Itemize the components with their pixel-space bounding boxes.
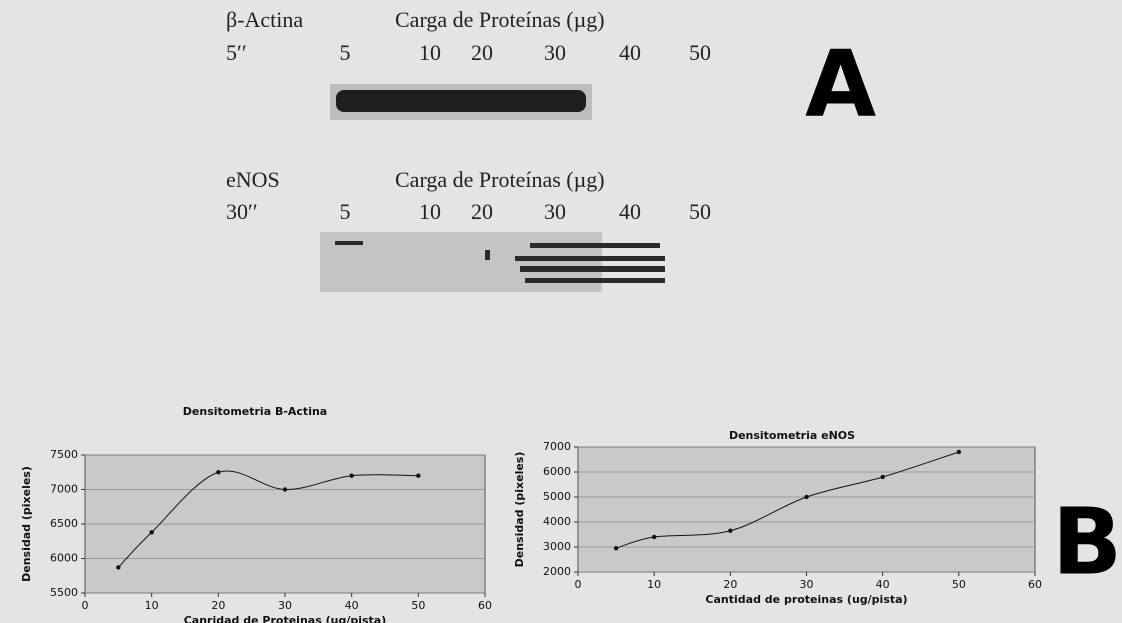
- data-point: [349, 473, 354, 478]
- x-tick-label: 50: [411, 599, 425, 612]
- x-tick-label: 50: [952, 578, 966, 591]
- panel-letter: A: [805, 30, 876, 137]
- y-tick-label: 7000: [543, 440, 571, 453]
- y-tick-label: 7000: [50, 483, 78, 496]
- lane-label: 30: [544, 40, 566, 65]
- y-tick-label: 6500: [50, 517, 78, 530]
- blot-label: β-Actina: [226, 7, 303, 32]
- y-tick-label: 6000: [543, 465, 571, 478]
- lane-label: 20: [471, 199, 493, 224]
- lane-label: 5: [340, 40, 351, 65]
- data-point: [149, 530, 154, 535]
- blot-heading: Carga de Proteínas (µg): [395, 7, 605, 32]
- x-axis-label: Canridad de Proteinas (ug/pista): [184, 614, 387, 623]
- data-point: [880, 474, 885, 480]
- x-tick-label: 40: [345, 599, 359, 612]
- lane-label: 10: [419, 40, 441, 65]
- x-tick-label: 10: [647, 578, 661, 591]
- x-tick-label: 0: [82, 599, 89, 612]
- y-tick-label: 5000: [543, 490, 571, 503]
- x-tick-label: 30: [278, 599, 292, 612]
- chart-title: Densitometria B-Actina: [183, 405, 327, 418]
- plot-area: [577, 446, 1036, 573]
- x-tick-label: 0: [575, 578, 582, 591]
- data-point: [613, 546, 619, 551]
- lane-label: 40: [619, 199, 641, 224]
- y-tick-label: 2000: [543, 565, 571, 578]
- lane-label: 10: [419, 199, 441, 224]
- data-point: [728, 528, 733, 533]
- x-axis-label: Cantidad de proteinas (ug/pista): [705, 593, 907, 606]
- blot-time: 5′′: [226, 40, 247, 65]
- panel-letter: B: [1052, 488, 1122, 595]
- x-tick-label: 20: [211, 599, 225, 612]
- y-tick-label: 3000: [543, 540, 571, 553]
- blot-time: 30′′: [226, 199, 258, 224]
- blot-band: [336, 90, 586, 112]
- data-point: [416, 473, 421, 478]
- lane-label: 5: [340, 199, 351, 224]
- y-tick-label: 7500: [50, 448, 78, 461]
- blot-bands: [335, 241, 665, 283]
- blot-heading: Carga de Proteínas (µg): [395, 167, 605, 192]
- x-tick-label: 60: [478, 599, 492, 612]
- x-tick-label: 40: [876, 578, 890, 591]
- data-point: [282, 487, 288, 492]
- y-tick-label: 6000: [50, 552, 78, 565]
- x-tick-label: 10: [145, 599, 159, 612]
- y-axis-label: Densidad (pixeles): [20, 466, 33, 582]
- x-tick-label: 60: [1028, 578, 1042, 591]
- lane-label: 40: [619, 40, 641, 65]
- data-point: [116, 565, 121, 570]
- data-point: [804, 494, 809, 500]
- y-tick-label: 4000: [543, 515, 571, 528]
- chart-title: Densitometria eNOS: [729, 429, 855, 442]
- y-axis-label: Densidad (pixeles): [513, 452, 526, 568]
- x-tick-label: 30: [800, 578, 814, 591]
- y-tick-label: 5500: [50, 586, 78, 599]
- lane-label: 30: [544, 199, 566, 224]
- data-point: [956, 449, 962, 455]
- data-point: [651, 534, 657, 540]
- lane-label: 50: [689, 40, 711, 65]
- blot-label: eNOS: [226, 167, 280, 192]
- lane-label: 50: [689, 199, 711, 224]
- lane-label: 20: [471, 40, 493, 65]
- x-tick-label: 20: [723, 578, 737, 591]
- data-point: [216, 470, 221, 475]
